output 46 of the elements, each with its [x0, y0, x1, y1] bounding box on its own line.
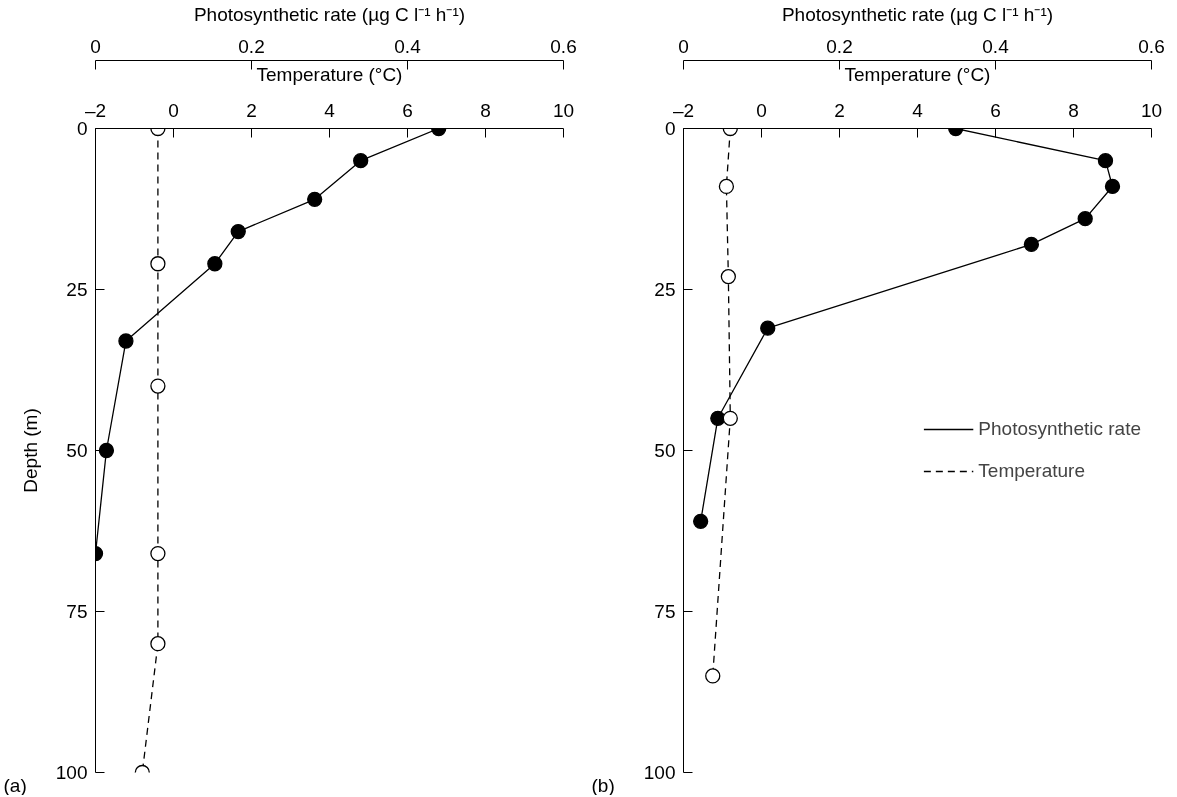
- point: [720, 268, 736, 285]
- point: [150, 378, 166, 394]
- point: [150, 256, 166, 272]
- x-tick-label: 6: [402, 99, 413, 121]
- y-tick-label: 100: [55, 762, 88, 783]
- x2-tick-label: 0.2: [238, 35, 265, 57]
- x2-axis-title: Photosynthetic rate (µg C l⁻¹ h⁻¹): [781, 3, 1054, 25]
- x2-tick-label: 0.4: [982, 35, 1010, 57]
- x-axis-title: Temperature (°C): [256, 63, 403, 85]
- y-tick-label: 50: [66, 440, 88, 461]
- x2-axis-title: Photosynthetic rate (µg C l⁻¹ h⁻¹): [193, 3, 466, 25]
- x-tick-label: 2: [834, 99, 845, 121]
- x2-tick-label: 0.4: [394, 35, 422, 57]
- x2-tick-label: 0.6: [550, 35, 577, 57]
- y-tick-label: 25: [66, 279, 88, 300]
- x-tick-label: 0: [168, 99, 179, 121]
- y-tick-label: 100: [643, 762, 676, 783]
- y-tick-label: 50: [654, 440, 676, 461]
- legend-label: Temperature: [978, 460, 1086, 482]
- point: [150, 545, 166, 562]
- text: (a): [3, 774, 27, 796]
- point: [722, 410, 738, 426]
- text: (b): [591, 774, 615, 796]
- x-axis-title: Temperature (°C): [844, 63, 991, 85]
- y-tick-label: 25: [654, 279, 676, 300]
- y-tick-label: 0: [76, 118, 88, 139]
- x-tick-label: 0: [756, 99, 767, 121]
- x2-tick-label: 0.6: [1138, 35, 1165, 57]
- point: [705, 668, 721, 684]
- y-tick-label: 75: [66, 601, 88, 622]
- x-tick-label: 10: [1140, 99, 1163, 121]
- y-tick-label: 75: [654, 601, 676, 622]
- x-tick-label: –2: [84, 99, 107, 121]
- y-axis-title: Depth (m): [19, 408, 41, 493]
- x2-tick-label: 0.2: [826, 35, 853, 57]
- legend-label: Photosynthetic rate: [978, 418, 1141, 440]
- y-tick-label: 0: [664, 118, 676, 139]
- x-tick-label: –2: [672, 99, 695, 121]
- x-tick-label: 8: [1068, 99, 1079, 121]
- x-tick-label: 8: [480, 99, 491, 121]
- x-tick-label: 4: [324, 99, 336, 121]
- x-tick-label: 10: [552, 99, 575, 121]
- x-tick-label: 2: [246, 99, 257, 121]
- x-tick-label: 6: [990, 99, 1001, 121]
- x-tick-label: 4: [912, 99, 924, 121]
- point: [718, 178, 735, 195]
